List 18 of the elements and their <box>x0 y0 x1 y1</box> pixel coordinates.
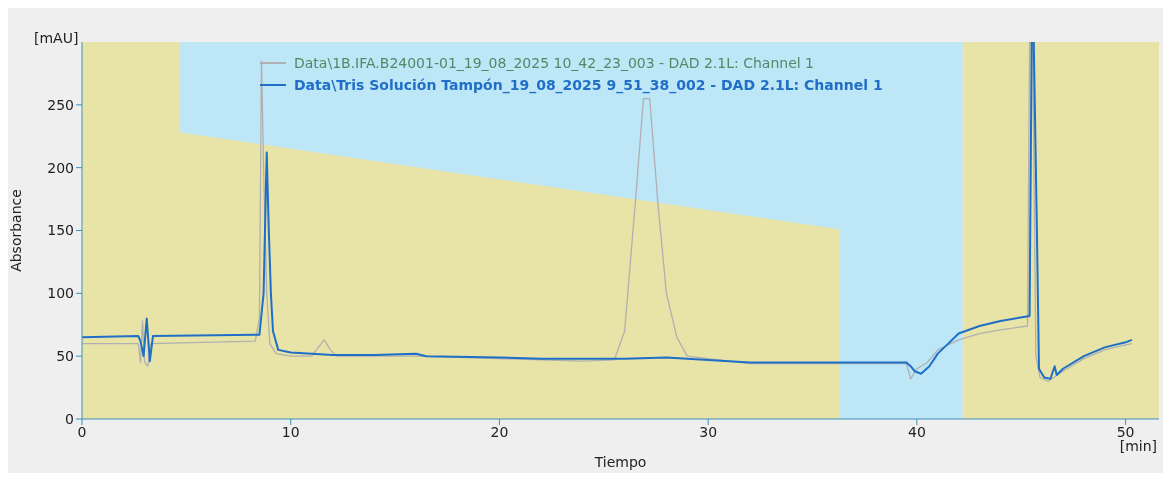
x-tick-label: 10 <box>281 423 300 440</box>
x-tick-label: 50 <box>1116 423 1135 440</box>
legend-label: Data\Tris Solución Tampón_19_08_2025 9_51_38_002 - DAD 2.1L: Channel 1 <box>294 76 883 96</box>
y-tick-label: 0 <box>65 410 74 427</box>
x-tick-label: 40 <box>907 423 926 440</box>
text: [mAU] <box>34 30 79 46</box>
y-tick-label: 150 <box>47 222 74 239</box>
x-axis-title: Tiempo <box>593 454 647 470</box>
text: [min] <box>1119 438 1157 454</box>
x-tick-label: 20 <box>490 423 509 440</box>
legend-label: Data\1B.IFA.B24001-01_19_08_2025 10_42_23_003 - DAD 2.1L: Channel 1 <box>294 54 815 73</box>
y-tick-label: 200 <box>47 159 74 176</box>
x-tick-label: 30 <box>699 423 718 440</box>
y-tick-label: 100 <box>47 285 74 302</box>
y-tick-label: 250 <box>47 96 74 113</box>
y-tick-label: 50 <box>56 348 74 365</box>
y-axis-title: Absorbance <box>7 189 24 272</box>
x-tick-label: 0 <box>77 423 87 440</box>
